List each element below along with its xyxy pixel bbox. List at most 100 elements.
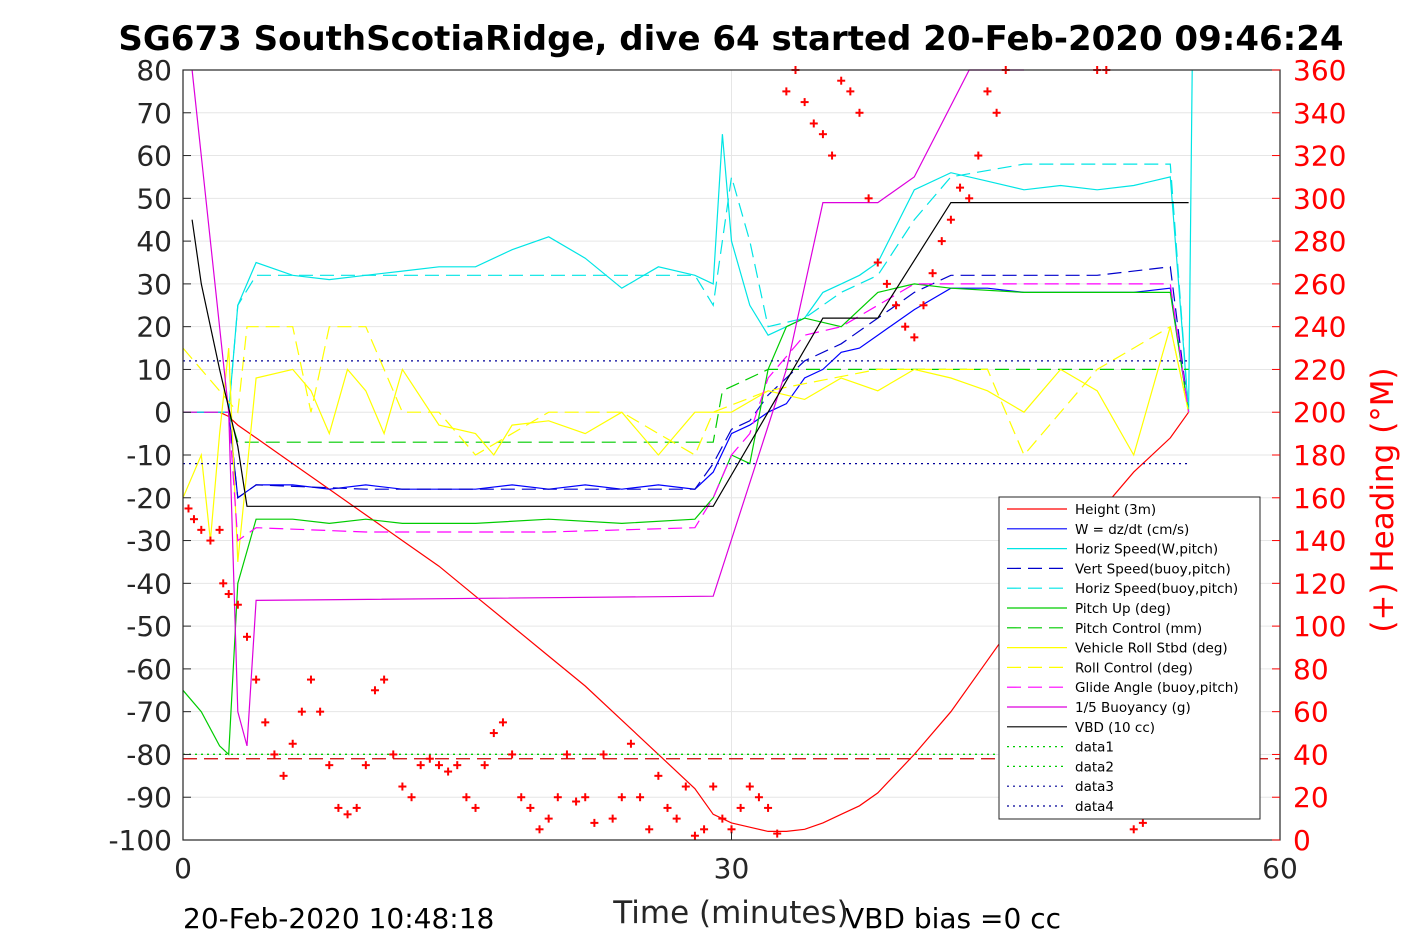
series-line-1-5-buoyancy-g (191, 69, 1024, 747)
heading-point (727, 825, 736, 834)
y2-tick-label: 140 (1293, 525, 1346, 558)
heading-point (370, 686, 379, 695)
heading-point (736, 803, 745, 812)
heading-point (572, 797, 581, 806)
heading-point (389, 750, 398, 759)
y-tick-label: -70 (126, 696, 172, 729)
legend-item: data3 (1007, 779, 1114, 795)
y-tick-label: -60 (126, 653, 172, 686)
legend-label: W = dz/dt (cm/s) (1075, 522, 1189, 538)
heading-point (434, 761, 443, 770)
heading-markers (184, 66, 1147, 840)
legend-label: Horiz Speed(W,pitch) (1075, 542, 1218, 558)
y2-tick-label: 100 (1293, 610, 1346, 643)
heading-point (919, 301, 928, 310)
heading-point (242, 632, 251, 641)
heading-point (882, 279, 891, 288)
heading-point (956, 183, 965, 192)
series-line-vbd-10-cc (191, 202, 1189, 507)
heading-point (855, 108, 864, 117)
legend-item: Height (3m) (1007, 502, 1156, 518)
heading-point (937, 237, 946, 246)
heading-point (553, 793, 562, 802)
y-tick-label: -80 (126, 738, 172, 771)
heading-point (581, 793, 590, 802)
heading-point (471, 803, 480, 812)
heading-point (608, 814, 617, 823)
heading-point (983, 87, 992, 96)
heading-point (828, 151, 837, 160)
heading-point (599, 750, 608, 759)
heading-point (946, 215, 955, 224)
series-lines (182, 69, 1193, 833)
heading-point (773, 829, 782, 838)
y2-tick-label: 300 (1293, 182, 1346, 215)
y-tick-label: 50 (136, 182, 172, 215)
legend-label: Pitch Up (deg) (1075, 601, 1171, 617)
y-tick-label: 80 (136, 54, 172, 87)
y-tick-label: -50 (126, 610, 172, 643)
legend-item: Horiz Speed(buoy,pitch) (1007, 581, 1238, 597)
heading-point (206, 536, 215, 545)
heading-point (562, 750, 571, 759)
y-tick-label: -30 (126, 525, 172, 558)
legend-label: Vert Speed(buoy,pitch) (1075, 561, 1231, 577)
heading-point (343, 810, 352, 819)
series-line-glide-angle-buoy-pitch (183, 283, 1190, 542)
heading-point (745, 782, 754, 791)
heading-point (197, 525, 206, 534)
legend-item: data1 (1007, 740, 1114, 756)
heading-point (1138, 818, 1147, 827)
heading-point (809, 119, 818, 128)
y2-tick-label: 20 (1293, 781, 1329, 814)
y2-tick-label: 80 (1293, 653, 1329, 686)
legend-item: 1/5 Buoyancy (g) (1007, 700, 1191, 716)
legend-label: data2 (1075, 759, 1114, 775)
y2-tick-label: 240 (1293, 311, 1346, 344)
heading-point (992, 108, 1001, 117)
heading-point (425, 754, 434, 763)
heading-point (453, 761, 462, 770)
y2-tick-label: 260 (1293, 268, 1346, 301)
legend-label: Height (3m) (1075, 502, 1156, 518)
legend: Height (3m) W = dz/dt (cm/s) Horiz Speed(W… (998, 496, 1261, 820)
heading-point (270, 750, 279, 759)
series-line-w-dz-dt-cm-s (183, 287, 1190, 499)
legend-item: Pitch Up (deg) (1007, 601, 1171, 617)
heading-point (498, 718, 507, 727)
heading-point (617, 793, 626, 802)
legend-label: Roll Control (deg) (1075, 660, 1193, 676)
heading-point (535, 825, 544, 834)
heading-point (1129, 825, 1138, 834)
legend-item: data4 (1007, 799, 1114, 815)
legend-label: Pitch Control (mm) (1075, 621, 1202, 637)
heading-point (645, 825, 654, 834)
heading-point (818, 130, 827, 139)
heading-point (782, 87, 791, 96)
heading-point (462, 793, 471, 802)
legend-label: data4 (1075, 799, 1114, 815)
y2-tick-label: 280 (1293, 225, 1346, 258)
heading-point (444, 767, 453, 776)
y2-tick-label: 120 (1293, 567, 1346, 600)
x-tick-labels: 0 30 60 (174, 832, 1298, 885)
heading-point (965, 194, 974, 203)
y2-tick-label: 180 (1293, 439, 1346, 472)
legend-label: Vehicle Roll Stbd (deg) (1075, 641, 1228, 657)
heading-point (892, 301, 901, 310)
heading-point (352, 803, 361, 812)
legend-item: Roll Control (deg) (1007, 660, 1193, 676)
x-tick-label: 30 (714, 852, 750, 885)
legend-box (998, 496, 1261, 820)
y-tick-label: -20 (126, 482, 172, 515)
y-tick-label: 10 (136, 353, 172, 386)
heading-point (544, 814, 553, 823)
heading-point (233, 600, 242, 609)
footer-vbd-bias: VBD bias =0 cc (845, 902, 1061, 935)
y-tick-label: -10 (126, 439, 172, 472)
x-axis-label: Time (minutes) (612, 895, 848, 931)
y-tick-label: -100 (108, 824, 172, 857)
legend-item: Vehicle Roll Stbd (deg) (1007, 641, 1228, 657)
heading-point (215, 525, 224, 534)
